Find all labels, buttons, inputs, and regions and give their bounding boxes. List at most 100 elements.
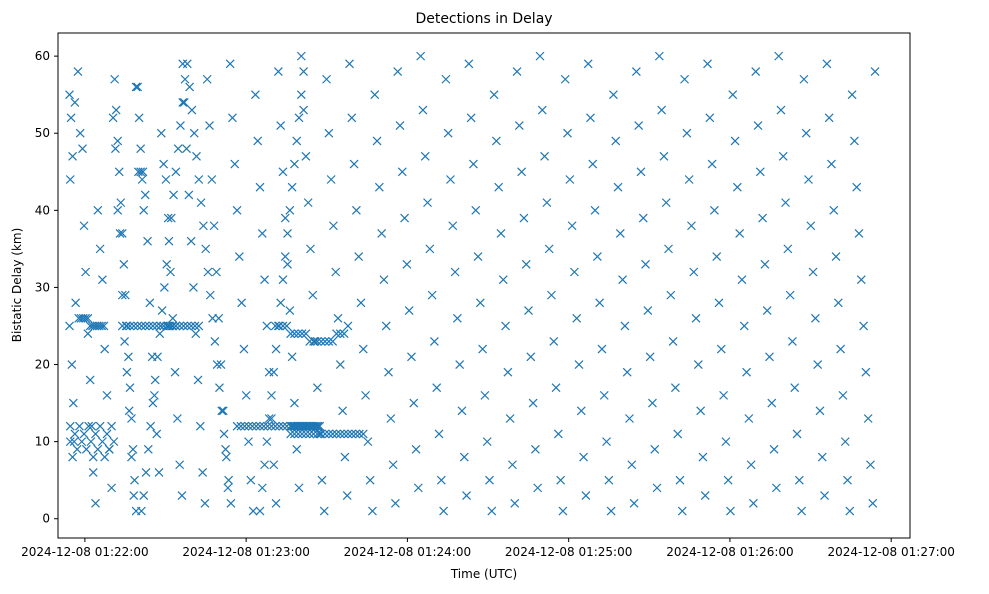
data-point (178, 97, 188, 107)
data-point (113, 136, 123, 146)
data-point (569, 267, 579, 277)
data-point (335, 360, 345, 369)
data-point (65, 437, 75, 447)
data-point (211, 267, 221, 277)
data-point (393, 67, 403, 76)
data-point (187, 105, 197, 115)
data-point (267, 414, 276, 423)
data-point (343, 321, 353, 331)
data-point (316, 336, 326, 346)
data-point (675, 475, 685, 485)
data-point (301, 151, 311, 161)
data-point (730, 136, 740, 146)
data-point (150, 375, 160, 385)
data-point (368, 506, 377, 516)
data-point (668, 336, 678, 346)
data-point (386, 414, 396, 423)
data-point (868, 498, 878, 508)
data-point (471, 205, 481, 215)
data-point (137, 321, 146, 331)
data-point (783, 244, 793, 254)
data-point (356, 298, 366, 308)
data-point (236, 421, 246, 431)
data-point (670, 383, 680, 393)
data-point (248, 506, 258, 516)
data-point (599, 390, 609, 400)
data-point (290, 159, 299, 169)
data-point (81, 444, 91, 454)
data-point (290, 429, 299, 439)
data-point (448, 221, 458, 231)
data-point (117, 229, 127, 238)
data-point (384, 367, 393, 377)
data-point (186, 236, 196, 246)
data-point (611, 136, 621, 146)
data-point (66, 113, 76, 123)
data-point (107, 483, 117, 493)
data-point (97, 437, 107, 447)
data-point (287, 352, 297, 362)
data-point (528, 398, 538, 408)
data-point (572, 313, 582, 323)
data-point (167, 321, 177, 331)
data-point (85, 375, 95, 385)
data-point (840, 437, 850, 447)
y-tick-label: 10 (35, 435, 50, 449)
data-point (293, 429, 303, 439)
data-point (824, 113, 834, 123)
data-point (358, 429, 368, 439)
data-point (195, 421, 205, 431)
data-point (216, 360, 226, 369)
data-point (771, 483, 781, 493)
data-point (189, 283, 198, 292)
data-point (358, 344, 368, 354)
data-point (317, 475, 327, 485)
data-point (427, 290, 437, 300)
data-point (691, 313, 701, 323)
data-point (751, 67, 761, 76)
data-point (335, 429, 345, 439)
data-point (737, 275, 747, 285)
data-point (162, 259, 172, 269)
y-tick-label: 0 (42, 512, 50, 526)
data-point (664, 244, 673, 254)
data-point (152, 321, 162, 331)
data-point (297, 429, 307, 439)
data-point (343, 429, 353, 439)
data-point (148, 321, 158, 331)
data-point (758, 213, 768, 223)
data-point (324, 429, 334, 439)
data-point (767, 398, 777, 408)
data-point (234, 252, 244, 262)
data-point (125, 383, 135, 393)
data-point (145, 298, 155, 308)
data-point (255, 506, 265, 516)
data-point (335, 329, 345, 339)
data-point (205, 121, 214, 130)
data-point (620, 321, 630, 331)
data-point (749, 498, 758, 508)
data-point (255, 182, 265, 192)
y-axis-ticks: 0 10 20 30 40 50 60 (35, 49, 58, 526)
data-point (169, 190, 178, 200)
data-point (111, 105, 121, 115)
data-point (349, 159, 359, 169)
data-point (615, 229, 625, 238)
data-point (641, 259, 650, 269)
y-tick-label: 60 (35, 49, 50, 63)
data-point (282, 321, 292, 331)
data-point (455, 360, 465, 369)
data-point (73, 67, 83, 76)
data-point (592, 252, 602, 262)
data-point (247, 421, 257, 431)
x-axis-label: Time (UTC) (450, 567, 517, 581)
data-point (351, 429, 361, 439)
plot-area: 2024-12-08 01:22:00 2024-12-08 01:23:00 20… (21, 32, 955, 559)
data-point (657, 105, 667, 115)
data-point (191, 329, 201, 339)
data-point (794, 475, 804, 485)
data-point (320, 336, 330, 346)
data-point (478, 344, 488, 354)
data-point (77, 437, 87, 447)
data-point (530, 444, 540, 454)
